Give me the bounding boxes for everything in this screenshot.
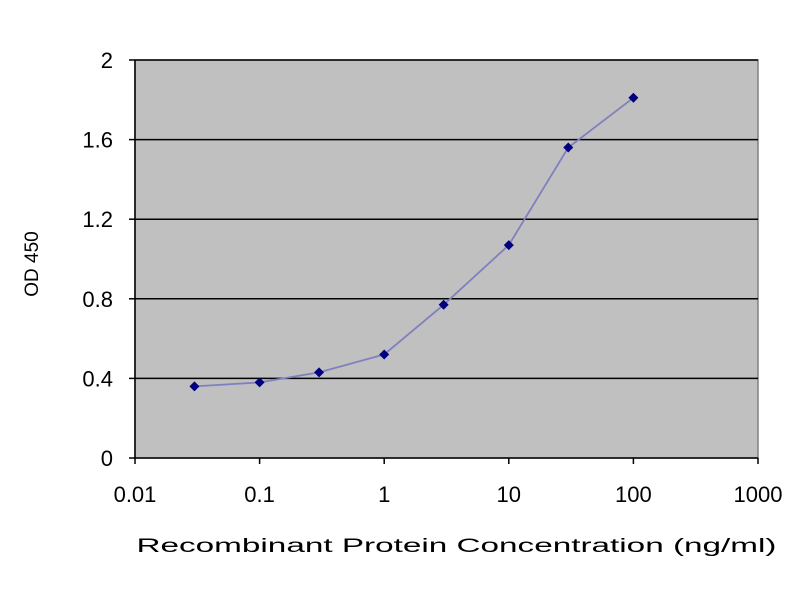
data-point-1: [254, 377, 265, 388]
x-tick-label-0: 0.01: [114, 482, 157, 507]
y-tick-labels: 0 0.4 0.8 1.2 1.6 2: [82, 48, 113, 471]
x-tick-label-3: 10: [497, 482, 521, 507]
series-line-0: [194, 97, 634, 388]
data-point-4: [438, 299, 449, 310]
data-point-5: [503, 240, 514, 251]
y-tick-label-2: 0.8: [82, 287, 113, 312]
data-point-0: [189, 381, 200, 392]
x-tick-label-5: 1000: [734, 482, 783, 507]
y-tick-label-1: 0.4: [82, 366, 113, 391]
y-tick-label-4: 1.6: [82, 128, 113, 153]
y-axis-title: OD 450: [22, 231, 43, 296]
x-tick-label-4: 100: [615, 482, 652, 507]
x-tick-label-1: 0.1: [244, 482, 275, 507]
series-layer: [189, 92, 639, 392]
data-point-3: [379, 349, 390, 360]
y-tick-label-5: 2: [101, 48, 113, 73]
data-point-6: [563, 142, 574, 153]
x-axis-title: Recombinant Protein Concentration (ng/ml…: [137, 536, 777, 557]
y-tick-label-0: 0: [101, 446, 113, 471]
x-tick-label-2: 1: [378, 482, 390, 507]
x-tick-labels: 0.01 0.1 1 10 100 1000: [114, 482, 783, 507]
y-tick-label-3: 1.2: [82, 207, 113, 232]
plot-area: [134, 59, 759, 459]
grid-layer: [129, 59, 759, 464]
data-point-7: [628, 92, 639, 103]
data-point-2: [314, 367, 325, 378]
